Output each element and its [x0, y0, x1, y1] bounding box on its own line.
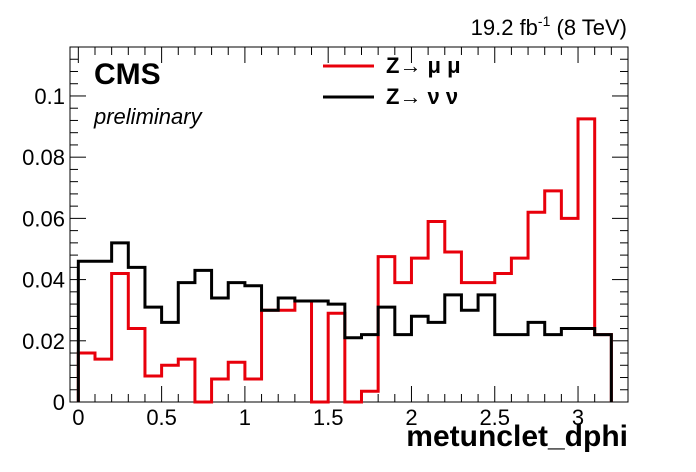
legend-label-zmumu: Z→ μ μ	[386, 53, 461, 78]
y-tick-label: 0.06	[22, 206, 65, 231]
x-tick-label: 0	[72, 405, 84, 430]
series-line-0	[76, 117, 613, 404]
y-tick-label: 0.04	[22, 268, 65, 293]
y-tick-label: 0	[53, 390, 65, 415]
x-tick-label: 0.5	[146, 405, 177, 430]
legend-label-znunu: Z→ ν ν	[386, 84, 458, 109]
status-label: preliminary	[93, 104, 204, 129]
x-tick-label: 3	[572, 405, 584, 430]
series-line-1	[76, 241, 613, 402]
experiment-label: CMS	[94, 58, 161, 91]
x-tick-label: 2.5	[479, 405, 510, 430]
x-axis-label: metunclet_dphi	[406, 420, 628, 453]
x-axis-ticks: 0 0.5 1 1.5 2 2.5 3	[72, 47, 612, 430]
plot-frame	[69, 46, 629, 403]
y-tick-label: 0.1	[34, 84, 65, 109]
y-tick-label: 0.02	[22, 329, 65, 354]
x-tick-label: 2	[405, 405, 417, 430]
legend: Z→ μ μ Z→ ν ν	[323, 53, 461, 109]
x-tick-label: 1.5	[313, 405, 344, 430]
luminosity-label: 19.2 fb-1 (8 TeV)	[471, 13, 627, 40]
x-tick-label: 1	[239, 405, 251, 430]
y-tick-label: 0.08	[22, 145, 65, 170]
y-axis-ticks: 0 0.02 0.04 0.06 0.08 0.1	[22, 46, 628, 415]
series-layer	[76, 117, 613, 404]
